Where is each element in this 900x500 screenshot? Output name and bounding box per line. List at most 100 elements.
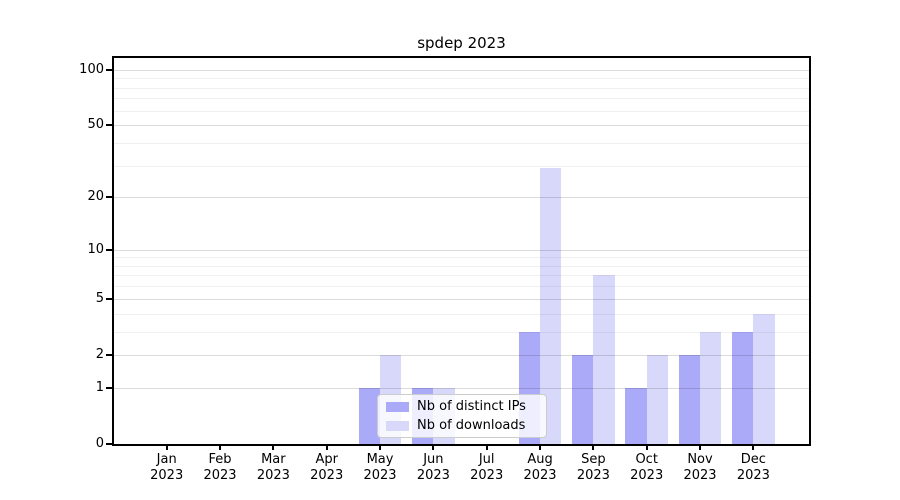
x-axis-tick-mark	[645, 444, 648, 450]
x-axis-tick-label: Jan 2023	[135, 452, 199, 484]
bar-downloads-aug	[540, 168, 562, 444]
grid-line-major	[114, 298, 809, 300]
grid-line-major	[114, 125, 809, 127]
grid-line-minor	[114, 98, 809, 100]
legend: Nb of distinct IPs Nb of downloads	[377, 394, 547, 438]
grid-line-minor	[114, 313, 809, 315]
x-axis-tick-label: Feb 2023	[188, 452, 252, 484]
x-tick-year: 2023	[310, 468, 344, 483]
x-tick-year: 2023	[363, 468, 397, 483]
bar-downloads-nov	[700, 331, 722, 444]
x-tick-month: Nov	[687, 452, 713, 467]
x-axis-tick-mark	[379, 444, 382, 450]
x-axis-tick-mark	[699, 444, 702, 450]
grid-line-major	[114, 197, 809, 199]
grid-line-minor	[114, 142, 809, 144]
y-axis-tick-mark	[106, 68, 112, 71]
y-axis-tick-mark	[106, 297, 112, 300]
x-axis-tick-label: Dec 2023	[721, 452, 785, 484]
x-axis-tick-mark	[432, 444, 435, 450]
y-axis-tick-mark	[106, 196, 112, 199]
y-axis-tick-mark	[106, 353, 112, 356]
y-axis-tick-mark	[106, 124, 112, 127]
x-tick-year: 2023	[150, 468, 184, 483]
x-axis-tick-mark	[592, 444, 595, 450]
legend-row: Nb of distinct IPs	[386, 399, 538, 414]
x-axis-tick-label: Oct 2023	[615, 452, 679, 484]
x-tick-year: 2023	[470, 468, 504, 483]
bar-downloads-dec	[753, 313, 775, 444]
x-axis-tick-label: Jul 2023	[455, 452, 519, 484]
x-axis-tick-label: Sep 2023	[561, 452, 625, 484]
grid-line-major	[114, 249, 809, 251]
plot-area: Nb of distinct IPs Nb of downloads	[112, 56, 811, 446]
x-axis-tick-mark	[752, 444, 755, 450]
x-tick-month: Mar	[261, 452, 286, 467]
bar-distinct-ips-sep	[572, 354, 594, 444]
y-axis-tick-mark	[106, 443, 112, 445]
x-axis-tick-label: Nov 2023	[668, 452, 732, 484]
y-axis-tick-label: 1	[95, 379, 104, 395]
x-tick-year: 2023	[576, 468, 610, 483]
x-axis-tick-label: Aug 2023	[508, 452, 572, 484]
x-tick-month: Jan	[156, 452, 177, 467]
grid-line-major	[114, 69, 809, 71]
y-axis-tick-label: 100	[79, 61, 104, 77]
x-axis-tick-mark	[272, 444, 275, 450]
chart-title: spdep 2023	[417, 34, 506, 52]
bar-distinct-ips-may	[358, 387, 381, 444]
x-axis-tick-mark	[485, 444, 488, 450]
x-tick-month: Feb	[208, 452, 232, 467]
x-axis-tick-label: Apr 2023	[295, 452, 359, 484]
grid-line-minor	[114, 110, 809, 112]
x-tick-year: 2023	[416, 468, 450, 483]
x-tick-year: 2023	[256, 468, 290, 483]
x-tick-month: Sep	[581, 452, 606, 467]
x-tick-month: Aug	[527, 452, 553, 467]
grid-line-minor	[114, 286, 809, 288]
legend-label-distinct-ips: Nb of distinct IPs	[417, 399, 526, 414]
x-axis-tick-label: Mar 2023	[241, 452, 305, 484]
legend-swatch-distinct-ips	[386, 401, 409, 412]
y-axis-tick-label: 2	[95, 346, 104, 362]
x-axis-tick-mark	[325, 444, 328, 450]
bar-distinct-ips-dec	[732, 331, 754, 444]
grid-line-major	[114, 387, 809, 389]
x-tick-year: 2023	[523, 468, 557, 483]
x-tick-month: Oct	[635, 452, 658, 467]
bar-downloads-sep	[593, 275, 615, 444]
x-tick-month: May	[366, 452, 394, 467]
bar-downloads-oct	[646, 354, 668, 444]
y-axis-tick-mark	[106, 386, 112, 389]
x-axis-tick-mark	[219, 444, 222, 450]
y-axis-tick-label: 0	[95, 436, 104, 451]
x-tick-month: Jun	[423, 452, 444, 467]
x-tick-year: 2023	[683, 468, 717, 483]
grid-line-minor	[114, 331, 809, 333]
grid-line-minor	[114, 165, 809, 167]
bar-distinct-ips-nov	[678, 354, 701, 444]
x-axis-tick-mark	[539, 444, 542, 450]
grid-line-minor	[114, 257, 809, 259]
x-tick-month: Dec	[740, 452, 766, 467]
x-tick-year: 2023	[736, 468, 770, 483]
legend-swatch-downloads	[386, 420, 409, 431]
y-axis-tick-mark	[106, 248, 112, 251]
x-tick-month: Jul	[478, 452, 495, 467]
x-tick-year: 2023	[630, 468, 664, 483]
grid-line-minor	[114, 275, 809, 277]
y-axis-tick-label: 20	[87, 189, 104, 205]
x-tick-year: 2023	[203, 468, 237, 483]
grid-line-major	[114, 354, 809, 356]
y-axis-tick-label: 10	[87, 241, 104, 257]
x-axis-tick-mark	[165, 444, 168, 450]
x-tick-month: Apr	[315, 452, 338, 467]
y-axis-tick-label: 5	[95, 290, 104, 306]
grid-line-minor	[114, 78, 809, 80]
legend-row: Nb of downloads	[386, 418, 538, 433]
legend-label-downloads: Nb of downloads	[417, 418, 526, 433]
grid-line-minor	[114, 87, 809, 89]
grid-line-minor	[114, 265, 809, 267]
bar-distinct-ips-oct	[625, 387, 647, 444]
